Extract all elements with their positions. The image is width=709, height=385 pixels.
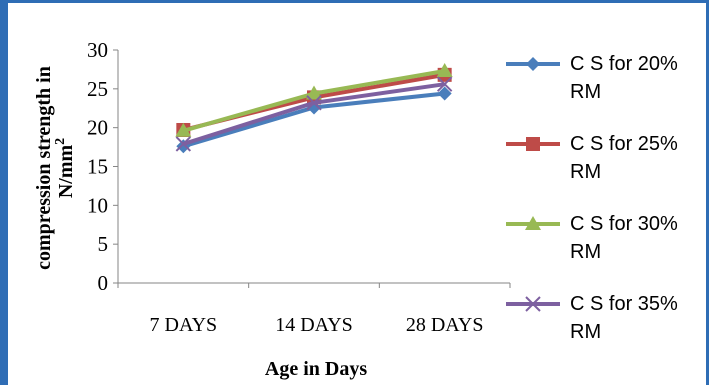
legend-item-1: C S for 20% RM [506, 53, 678, 103]
axes [113, 49, 511, 288]
data-point [437, 86, 452, 101]
legend-swatch-marker [526, 57, 540, 71]
y-tick-label: 10 [87, 193, 108, 217]
y-tick-label: 25 [87, 77, 108, 101]
legend-item-2: C S for 25% RM [506, 133, 678, 183]
data-point [175, 136, 192, 152]
legend-item-4: C S for 35% RM [506, 293, 678, 343]
legend-label: C S for 25% [570, 133, 678, 155]
legend-label-cont: RM [570, 81, 601, 103]
legend-item-3: C S for 30% RM [506, 213, 678, 263]
legend-label-cont: RM [570, 321, 601, 343]
x-tick-label: 7 DAYS [150, 314, 218, 336]
x-tick-label: 28 DAYS [406, 314, 484, 336]
y-axis-title-line1: compression strength in [33, 66, 55, 270]
y-tick-label: 30 [87, 38, 108, 62]
y-axis-title: compression strength in N/mm2 [33, 66, 77, 270]
legend-swatch-marker [525, 216, 541, 230]
legend-swatch-marker [526, 137, 540, 151]
legend: C S for 20%RMC S for 25%RMC S for 30%RMC… [506, 53, 678, 343]
series-4 [175, 76, 453, 152]
y-tick-label: 0 [98, 271, 109, 295]
y-axis-unit-superscript: 2 [53, 138, 68, 145]
legend-label: C S for 35% [570, 293, 678, 315]
y-axis-title-line2: N/mm2 [53, 138, 77, 198]
legend-label: C S for 20% [570, 53, 678, 75]
data-point [175, 122, 192, 137]
x-tick-labels: 7 DAYS 14 DAYS 28 DAYS [150, 314, 484, 336]
y-tick-label: 15 [87, 155, 108, 179]
y-tick-label: 5 [98, 232, 109, 256]
x-tick-label: 14 DAYS [275, 314, 353, 336]
legend-swatch-marker [525, 296, 541, 312]
legend-label-cont: RM [570, 161, 601, 183]
legend-label: C S for 30% [570, 213, 678, 235]
y-tick-label: 20 [87, 116, 108, 140]
y-tick-labels: 0 5 10 15 20 25 30 [87, 38, 108, 295]
series-3 [175, 62, 453, 137]
y-axis-unit: N/mm [55, 145, 77, 199]
data-point [436, 76, 453, 92]
data-point [306, 95, 322, 111]
legend-label-cont: RM [570, 241, 601, 263]
data-point [436, 62, 453, 77]
data-point [306, 85, 322, 100]
series-lines [175, 62, 453, 154]
x-axis-title: Age in Days [265, 358, 367, 380]
